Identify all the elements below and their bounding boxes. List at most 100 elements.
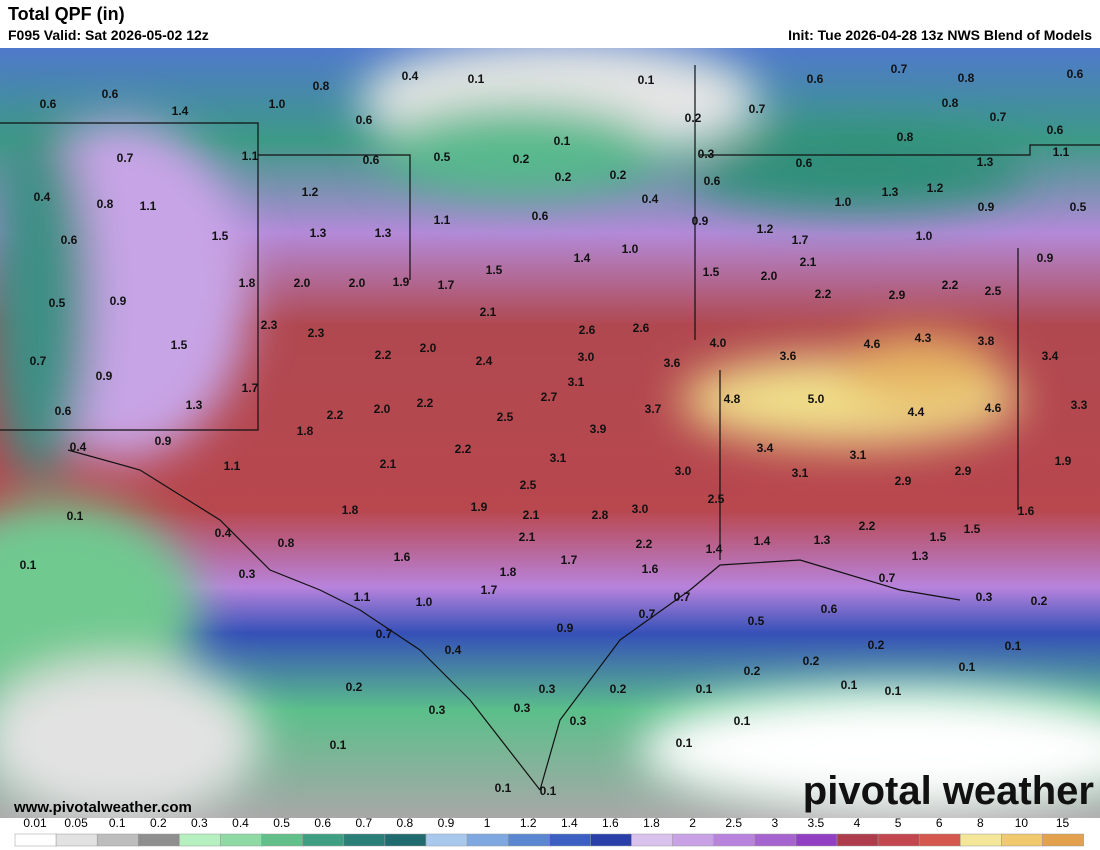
colorbar-label: 1.8	[643, 816, 660, 830]
value-label: 0.1	[676, 736, 693, 750]
value-label: 1.0	[622, 242, 639, 256]
value-label: 0.7	[879, 571, 896, 585]
value-label: 0.6	[102, 87, 119, 101]
colorbar-swatch	[960, 833, 1002, 847]
colorbar-swatch	[918, 833, 961, 847]
colorbar-swatch	[55, 833, 98, 847]
value-label: 3.4	[757, 441, 774, 455]
value-label: 1.3	[882, 185, 899, 199]
value-label: 5.0	[808, 392, 825, 406]
value-label: 2.0	[420, 341, 437, 355]
value-label: 1.8	[239, 276, 256, 290]
value-label: 0.1	[67, 509, 84, 523]
value-label: 0.7	[891, 62, 908, 76]
value-label: 1.9	[471, 500, 488, 514]
colorbar-label: 15	[1056, 816, 1070, 830]
colorbar-swatch	[590, 833, 632, 847]
colorbar-swatch	[220, 833, 262, 847]
value-label: 0.5	[1070, 200, 1087, 214]
value-label: 2.8	[592, 508, 609, 522]
value-label: 0.9	[692, 214, 709, 228]
value-label: 2.1	[523, 508, 540, 522]
value-label: 0.4	[215, 526, 232, 540]
value-label: 0.6	[61, 233, 78, 247]
colorbar-label: 1	[484, 816, 491, 830]
value-label: 0.6	[807, 72, 824, 86]
value-label: 2.1	[519, 530, 536, 544]
value-label: 1.1	[354, 590, 371, 604]
value-label: 1.6	[1018, 504, 1035, 518]
value-label: 3.7	[645, 402, 662, 416]
value-label: 0.3	[239, 567, 256, 581]
value-label: 0.2	[1031, 594, 1048, 608]
value-label: 1.0	[916, 229, 933, 243]
value-label: 4.8	[724, 392, 741, 406]
value-label: 0.9	[96, 369, 113, 383]
value-label: 2.0	[349, 276, 366, 290]
value-label: 0.2	[868, 638, 885, 652]
value-label: 1.9	[1055, 454, 1072, 468]
colorbar-swatch	[425, 833, 468, 847]
value-label: 2.1	[480, 305, 497, 319]
value-label: 1.4	[706, 542, 723, 556]
colorbar-swatch	[1042, 833, 1084, 847]
value-label: 3.0	[632, 502, 649, 516]
value-label: 2.2	[636, 537, 653, 551]
value-label: 0.1	[638, 73, 655, 87]
value-label: 2.5	[708, 492, 725, 506]
value-label: 2.2	[417, 396, 434, 410]
colorbar-label: 0.5	[273, 816, 290, 830]
value-label: 0.1	[696, 682, 713, 696]
value-label: 0.7	[674, 590, 691, 604]
value-label: 0.1	[1005, 639, 1022, 653]
value-label: 1.2	[302, 185, 319, 199]
value-label: 0.2	[744, 664, 761, 678]
value-label: 0.8	[97, 197, 114, 211]
colorbar-label: 0.1	[109, 816, 126, 830]
value-label: 3.1	[792, 466, 809, 480]
value-label: 0.1	[841, 678, 858, 692]
value-label: 0.9	[110, 294, 127, 308]
value-label: 1.7	[792, 233, 809, 247]
value-label: 0.3	[539, 682, 556, 696]
value-label: 0.5	[49, 296, 66, 310]
value-label: 2.2	[815, 287, 832, 301]
value-label: 3.6	[664, 356, 681, 370]
value-label: 0.6	[363, 153, 380, 167]
value-label: 0.3	[429, 703, 446, 717]
value-label: 2.6	[633, 321, 650, 335]
value-label: 1.1	[242, 149, 259, 163]
value-label: 2.5	[497, 410, 514, 424]
colorbar-swatch	[466, 833, 509, 847]
value-label: 1.0	[416, 595, 433, 609]
value-label: 2.4	[476, 354, 493, 368]
colorbar-label: 3	[771, 816, 778, 830]
value-label: 1.7	[561, 553, 578, 567]
value-label: 1.7	[481, 583, 498, 597]
value-label: 1.8	[297, 424, 314, 438]
value-label: 0.8	[278, 536, 295, 550]
value-label: 1.3	[912, 549, 929, 563]
value-label: 1.2	[757, 222, 774, 236]
colorbar-swatch	[713, 833, 756, 847]
site-url: www.pivotalweather.com	[13, 799, 192, 816]
value-label: 0.2	[555, 170, 572, 184]
value-label: 0.4	[445, 643, 462, 657]
value-label: 1.1	[140, 199, 157, 213]
colorbar-swatch	[631, 833, 673, 847]
colorbar-swatch	[343, 833, 386, 847]
colorbar-swatch	[549, 833, 591, 847]
value-label: 2.0	[761, 269, 778, 283]
value-label: 3.1	[550, 451, 567, 465]
colorbar-label: 8	[977, 816, 984, 830]
value-label: 0.1	[468, 72, 485, 86]
value-label: 0.3	[698, 147, 715, 161]
colorbar-label: 0.8	[397, 816, 414, 830]
colorbar-label: 0.05	[64, 816, 88, 830]
value-label: 0.1	[554, 134, 571, 148]
colorbar-label: 0.01	[23, 816, 47, 830]
colorbar-label: 1.6	[602, 816, 619, 830]
colorbar-label: 10	[1015, 816, 1029, 830]
value-label: 1.4	[172, 104, 189, 118]
